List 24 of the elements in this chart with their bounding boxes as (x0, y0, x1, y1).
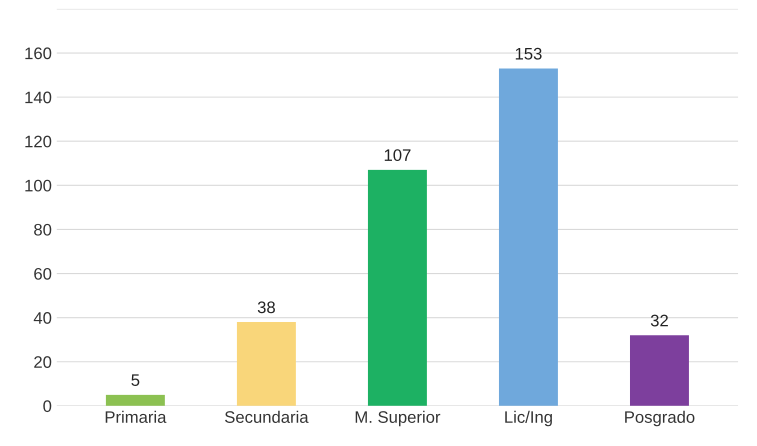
y-tick-label: 40 (34, 312, 52, 324)
x-tick-label: Secundaria (225, 410, 309, 423)
data-label: 32 (650, 314, 668, 326)
y-tick-label: 100 (25, 180, 52, 192)
bar (498, 68, 558, 406)
x-tick-label: Posgrado (625, 410, 694, 426)
data-label: 5 (131, 374, 140, 386)
x-tick-label: Primaria (106, 410, 166, 423)
y-tick-label: 60 (34, 268, 52, 280)
y-tick-label: 160 (25, 47, 52, 60)
bar (368, 170, 427, 406)
bar (106, 394, 165, 406)
y-tick-label: 80 (34, 224, 52, 236)
y-tick-label: 20 (34, 356, 52, 368)
bar (236, 322, 296, 406)
bar (630, 335, 689, 406)
x-tick-label: M. Superior (356, 410, 440, 426)
y-tick-label: 0 (43, 400, 52, 412)
x-tick-label: Lic/Ing (505, 410, 552, 426)
y-tick-label: 120 (25, 136, 52, 148)
data-label: 107 (384, 149, 410, 162)
y-tick-label: 140 (25, 92, 52, 104)
data-label: 153 (516, 48, 542, 60)
data-label: 38 (258, 301, 275, 314)
